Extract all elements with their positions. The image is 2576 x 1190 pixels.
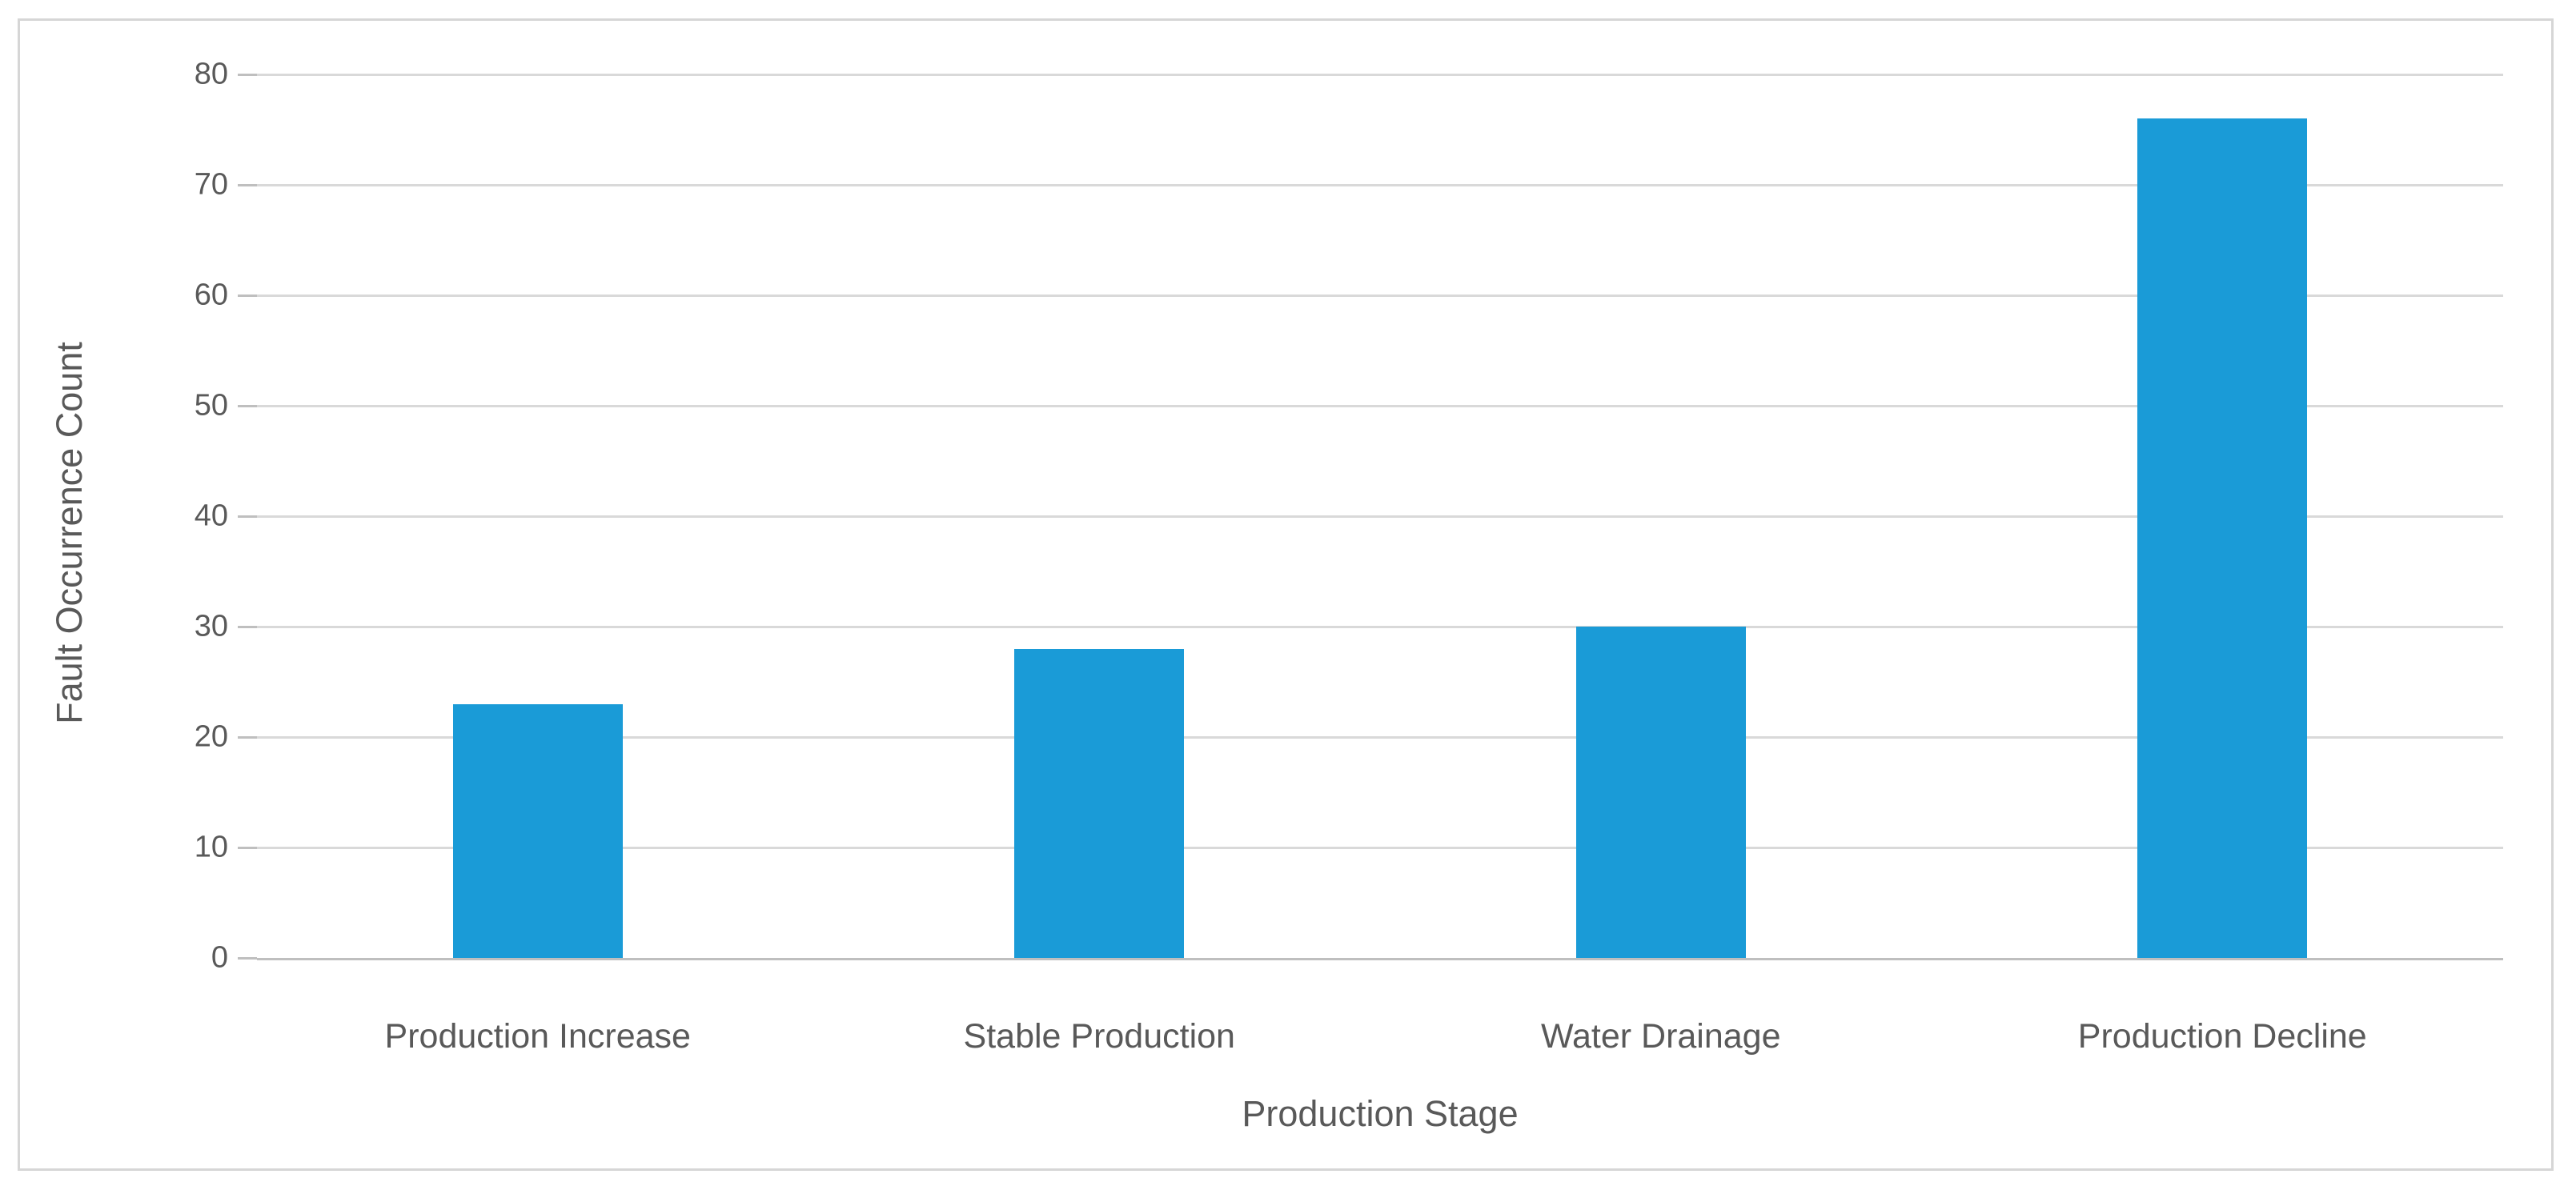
y-tick-mark-10	[238, 847, 257, 849]
x-tick-label-4: Production Decline	[2077, 1017, 2367, 1056]
y-tick-mark-20	[238, 736, 257, 739]
bar-production-increase	[452, 703, 623, 958]
y-tick-label-0: 0	[211, 940, 228, 975]
y-tick-mark-80	[238, 74, 257, 76]
x-tick-label-3: Water Drainage	[1540, 1017, 1781, 1056]
x-axis-title: Production Stage	[257, 1093, 2503, 1135]
y-tick-label-60: 60	[194, 278, 228, 312]
y-tick-label-30: 30	[194, 609, 228, 643]
gridline-y-60	[257, 294, 2503, 297]
bar-water-drainage	[1575, 627, 1746, 958]
plot-area	[238, 74, 2503, 960]
bar-stable-production	[1014, 648, 1185, 958]
y-axis-tick-labels: 0 10 20 30 40 50 60 70 80	[20, 58, 228, 975]
y-tick-mark-60	[238, 294, 257, 297]
x-axis-tick-labels: Production Increase Stable Production Wate…	[257, 1017, 2503, 1065]
y-tick-mark-30	[238, 626, 257, 628]
y-tick-label-20: 20	[194, 719, 228, 754]
y-tick-label-50: 50	[194, 388, 228, 423]
gridline-y-20	[257, 736, 2503, 739]
x-tick-label-2: Stable Production	[963, 1017, 1235, 1056]
bar-production-decline	[2137, 118, 2308, 958]
y-tick-mark-70	[238, 184, 257, 186]
chart-frame: Fault Occurrence Count 0 10 20 30 40 50 60 70 80…	[18, 18, 2554, 1171]
y-tick-label-40: 40	[194, 499, 228, 533]
y-tick-mark-40	[238, 515, 257, 518]
gridline-y-10	[257, 847, 2503, 849]
y-tick-label-80: 80	[194, 57, 228, 91]
gridline-y-40	[257, 515, 2503, 518]
y-tick-mark-0	[238, 957, 257, 960]
y-tick-label-10: 10	[194, 830, 228, 864]
y-tick-label-70: 70	[194, 167, 228, 202]
gridline-y-50	[257, 405, 2503, 407]
y-tick-mark-50	[238, 405, 257, 407]
gridline-y-30	[257, 626, 2503, 628]
gridline-y-70	[257, 184, 2503, 186]
x-tick-label-1: Production Increase	[384, 1017, 691, 1056]
x-axis-title-text: Production Stage	[1242, 1093, 1519, 1134]
gridline-y-80	[257, 74, 2503, 76]
